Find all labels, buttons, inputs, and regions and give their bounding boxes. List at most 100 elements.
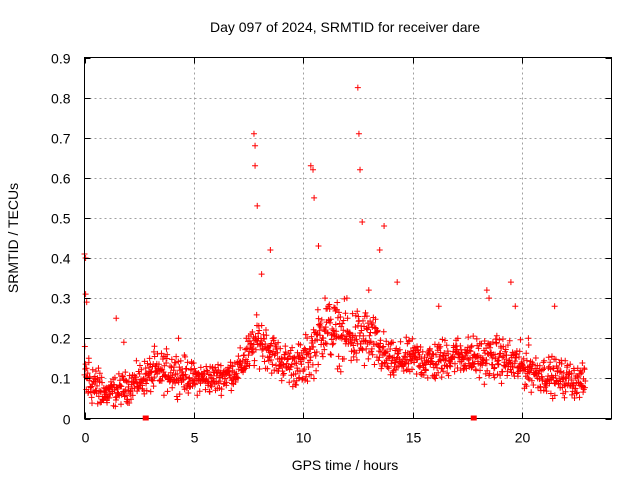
data-point	[354, 308, 361, 315]
data-point	[494, 371, 501, 378]
data-point	[401, 353, 408, 360]
data-point	[202, 386, 209, 393]
data-point	[332, 321, 339, 328]
data-point	[111, 374, 118, 381]
plot-frame	[84, 57, 612, 419]
data-point	[574, 389, 581, 396]
data-point	[250, 130, 257, 137]
data-point	[249, 329, 256, 336]
data-point	[194, 392, 201, 399]
data-point	[305, 364, 312, 371]
data-point	[299, 354, 306, 361]
data-point	[329, 341, 336, 348]
data-point	[321, 346, 328, 353]
y-tick-label: 0.2	[51, 331, 71, 347]
data-point	[120, 339, 127, 346]
data-point	[445, 350, 452, 357]
data-point	[169, 384, 176, 391]
y-axis-label: SRMTID / TECUs	[5, 183, 21, 293]
data-point	[164, 351, 171, 358]
data-point	[310, 343, 317, 350]
data-point	[312, 352, 319, 359]
data-point	[578, 382, 585, 389]
data-point	[177, 357, 184, 364]
data-point	[154, 371, 161, 378]
data-point	[479, 362, 486, 369]
data-point	[350, 342, 357, 349]
data-point	[84, 370, 91, 377]
data-point	[382, 360, 389, 367]
data-point	[363, 313, 370, 320]
data-point	[319, 353, 326, 360]
data-point	[417, 344, 424, 351]
data-point	[390, 371, 397, 378]
data-point	[89, 400, 96, 407]
axis-marker	[142, 415, 149, 421]
data-point	[374, 327, 381, 334]
data-point	[357, 330, 364, 337]
data-point	[249, 349, 256, 356]
data-point	[390, 339, 397, 346]
data-point	[288, 361, 295, 368]
data-point	[383, 348, 390, 355]
data-point	[481, 381, 488, 388]
data-point	[319, 350, 326, 357]
data-point	[545, 354, 552, 361]
data-point	[213, 378, 220, 385]
data-point	[218, 386, 225, 393]
data-point	[359, 317, 366, 324]
data-point	[136, 379, 143, 386]
x-tick-label: 0	[82, 430, 90, 446]
data-point	[435, 358, 442, 365]
data-point	[140, 375, 147, 382]
data-point	[386, 353, 393, 360]
data-point	[371, 361, 378, 368]
data-point	[277, 345, 284, 352]
data-point	[580, 383, 587, 390]
data-point	[167, 363, 174, 370]
data-point	[116, 392, 123, 399]
axis-ticks: 0 0.1 0.2 0.3 0.4 0.5 0.6 0.7 0.8 0.9 0 5 10 15 20	[51, 51, 612, 446]
data-point	[367, 338, 374, 345]
data-point	[526, 376, 533, 383]
data-point	[556, 369, 563, 376]
data-point	[362, 337, 369, 344]
data-point	[307, 354, 314, 361]
data-point	[489, 354, 496, 361]
data-point	[465, 334, 472, 341]
data-point	[307, 162, 314, 169]
chart-title: Day 097 of 2024, SRMTID for receiver dar…	[210, 19, 480, 35]
data-point	[541, 357, 548, 364]
data-point	[551, 303, 558, 310]
data-point	[402, 359, 409, 366]
data-point	[571, 394, 578, 401]
data-point	[157, 377, 164, 384]
data-point	[436, 356, 443, 363]
data-point	[310, 375, 317, 382]
data-point	[268, 370, 275, 377]
data-point	[481, 337, 488, 344]
data-point	[262, 341, 269, 347]
data-point	[264, 365, 271, 372]
data-point	[129, 392, 136, 399]
data-point	[112, 403, 119, 410]
data-point	[580, 389, 587, 396]
data-point	[468, 342, 475, 349]
data-point	[499, 368, 506, 375]
data-point	[322, 324, 329, 331]
data-point	[414, 343, 421, 350]
data-point	[486, 370, 493, 377]
data-point	[252, 162, 259, 169]
data-point	[483, 287, 490, 294]
data-point	[263, 332, 270, 339]
data-point	[496, 336, 503, 343]
data-point	[334, 314, 341, 321]
data-point	[441, 337, 448, 344]
data-point	[106, 394, 113, 401]
data-point	[151, 353, 158, 360]
data-point	[361, 362, 368, 369]
data-point	[232, 371, 239, 378]
data-point	[581, 366, 588, 373]
data-point	[323, 340, 330, 347]
data-point	[497, 372, 504, 379]
